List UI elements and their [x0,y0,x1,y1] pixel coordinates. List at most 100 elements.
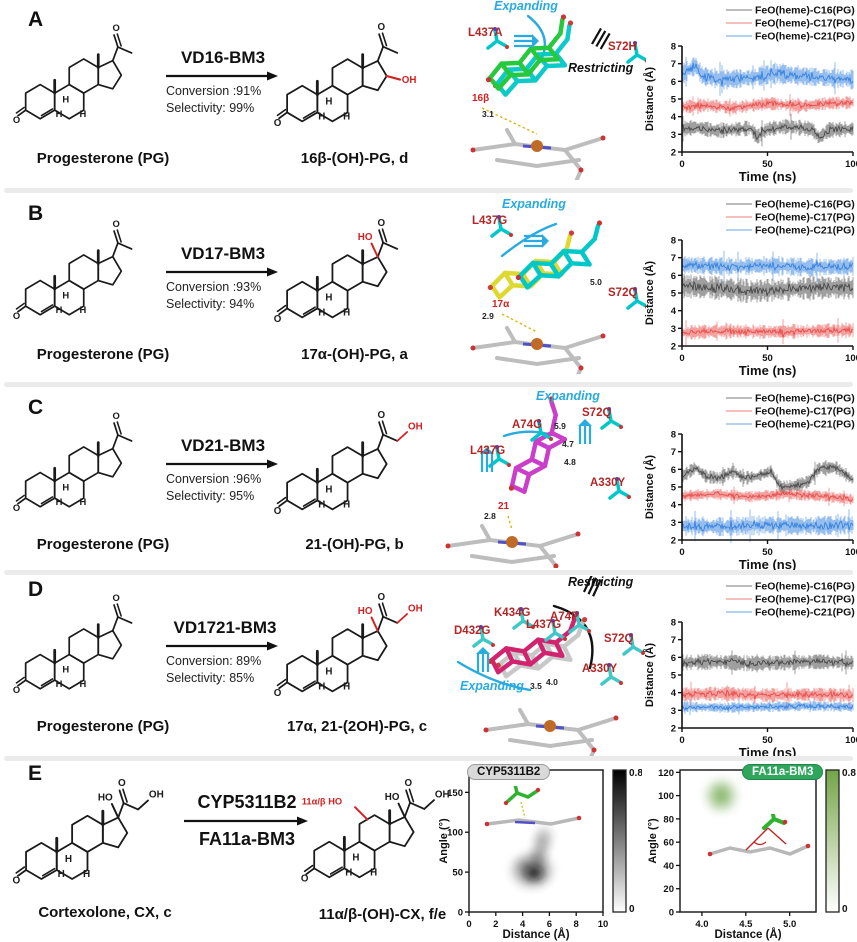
svg-text:O: O [274,314,282,325]
protein-structure-scene: Expanding S72Q A74G 5.9 4.7 L437G 4.8 A330Y 21 2.… [432,388,646,585]
reaction-arrow-icon [166,641,278,651]
svg-text:O: O [113,218,120,229]
svg-text:0: 0 [669,908,674,919]
reaction-arrow-icon [166,267,278,277]
distance-value: 5.9 [554,421,566,431]
svg-text:80: 80 [663,814,674,825]
svg-text:7: 7 [671,253,676,264]
enzyme-label: VD16-BM3 [180,48,266,67]
conversion-label: Conversion :91% [166,84,262,98]
svg-text:0: 0 [842,904,848,915]
residue-label: A74G [512,419,543,431]
svg-text:O: O [13,114,20,125]
svg-text:H: H [343,682,350,693]
svg-text:3: 3 [671,706,676,717]
svg-text:OH: OH [435,789,450,800]
selectivity-label: Selectivity: 99% [166,101,255,115]
residue-label: K434G [494,607,531,619]
svg-text:100: 100 [845,353,857,364]
residue-label: L437G [526,619,562,631]
site-label: 16β [472,93,490,104]
svg-text:FeO(heme)-C16(PG): FeO(heme)-C16(PG) [755,581,855,593]
residue-label: A74P [550,611,579,623]
svg-text:FeO(heme)-C16(PG): FeO(heme)-C16(PG) [755,199,855,211]
svg-text:O: O [113,410,120,421]
svg-text:H: H [56,496,63,507]
svg-text:Distance (Å): Distance (Å) [502,928,569,941]
plot-title-badge: FA11a-BM3 [742,764,824,780]
svg-text:6: 6 [671,653,676,664]
contour-plot-CYP5311B2: 0 50 100 150 0 2 4 6 8 10 Distance (Å) Angle (°) 0.8… [437,764,643,942]
svg-text:150: 150 [447,788,463,799]
svg-text:O: O [12,876,20,887]
svg-text:100: 100 [845,735,857,746]
svg-text:120: 120 [658,768,674,779]
svg-text:50: 50 [452,868,463,879]
residue-label: D432G [454,625,491,637]
svg-text:Time (ns): Time (ns) [739,557,797,572]
svg-text:H: H [370,868,377,879]
protein-structure-scene: Expanding L437A S72H Restricting 16β 3.1 [432,0,649,189]
svg-text:H: H [65,854,72,865]
svg-text:O: O [113,592,120,603]
svg-text:O: O [404,778,412,789]
svg-text:Angle (°): Angle (°) [647,818,659,864]
svg-text:H: H [343,112,350,123]
plot-title-badge: CYP5311B2 [467,764,551,780]
svg-text:10: 10 [598,919,609,930]
heatmap-canvas: 0 20 40 60 80 100 120 4.0 4.5 5.0 Distance (Å) Angl… [646,764,857,942]
svg-text:40: 40 [663,861,674,872]
reaction-block: VD16-BM3 Conversion :91% Selectivity: 99… [166,48,280,115]
residue-label: S72Q [604,633,634,645]
svg-text:FeO(heme)-C17(PG): FeO(heme)-C17(PG) [755,406,855,418]
enzyme-label-top: CYP5311B2 [197,792,297,812]
pocket-action-label: Restricting [568,575,634,589]
product-name: 11α/β-(OH)-CX, f/e [318,906,447,923]
svg-text:O: O [274,506,282,517]
svg-text:H: H [56,678,63,689]
substrate-structure: O O OH HO H H H [8,776,176,898]
svg-text:H: H [318,682,325,693]
svg-text:0: 0 [466,919,471,930]
conversion-label: Conversion: 89% [166,654,262,668]
svg-text:H: H [79,678,86,689]
svg-text:FeO(heme)-C21(PG): FeO(heme)-C21(PG) [755,225,855,237]
reaction-arrow-icon [184,816,308,826]
contour-plot-FA11a-BM3: 0 20 40 60 80 100 120 4.0 4.5 5.0 Distance (Å) Angl… [646,764,857,942]
residue-label: S72H [608,41,637,53]
svg-text:50: 50 [762,735,773,746]
svg-text:O: O [274,118,282,129]
svg-text:HO: HO [385,792,400,803]
panel-divider [4,188,853,193]
svg-text:Distance (Å): Distance (Å) [643,67,656,132]
svg-text:H: H [343,308,350,319]
svg-text:FeO(heme)-C21(PG): FeO(heme)-C21(PG) [755,607,855,619]
svg-text:H: H [352,852,359,863]
substrate-name: Cortexolone, CX, c [38,904,172,921]
svg-text:O: O [301,874,309,885]
selectivity-label: Selectivity: 95% [166,489,255,503]
protein-structure-scene: Expanding L437G 5.0 S72Q 17α 2.9 [432,194,649,387]
svg-text:20: 20 [663,884,674,895]
svg-text:7: 7 [671,447,676,458]
svg-text:5.0: 5.0 [783,919,796,930]
svg-text:O: O [378,218,386,229]
md-distance-chart: 2345678050100Time (ns)Distance (Å)FeO(he… [642,576,857,762]
product-name: 17α-(OH)-PG, a [301,346,408,363]
pocket-action-label: Expanding [536,389,600,403]
enzyme-label: VD21-BM3 [180,436,266,455]
svg-text:H: H [325,292,332,303]
svg-text:5: 5 [671,289,677,300]
svg-text:2: 2 [671,342,676,353]
svg-text:H: H [58,869,65,880]
svg-text:H: H [345,868,352,879]
svg-text:50: 50 [762,353,773,364]
svg-text:7: 7 [671,635,676,646]
svg-text:6: 6 [671,77,676,88]
svg-text:HO: HO [358,606,373,617]
svg-text:OH: OH [402,75,417,86]
